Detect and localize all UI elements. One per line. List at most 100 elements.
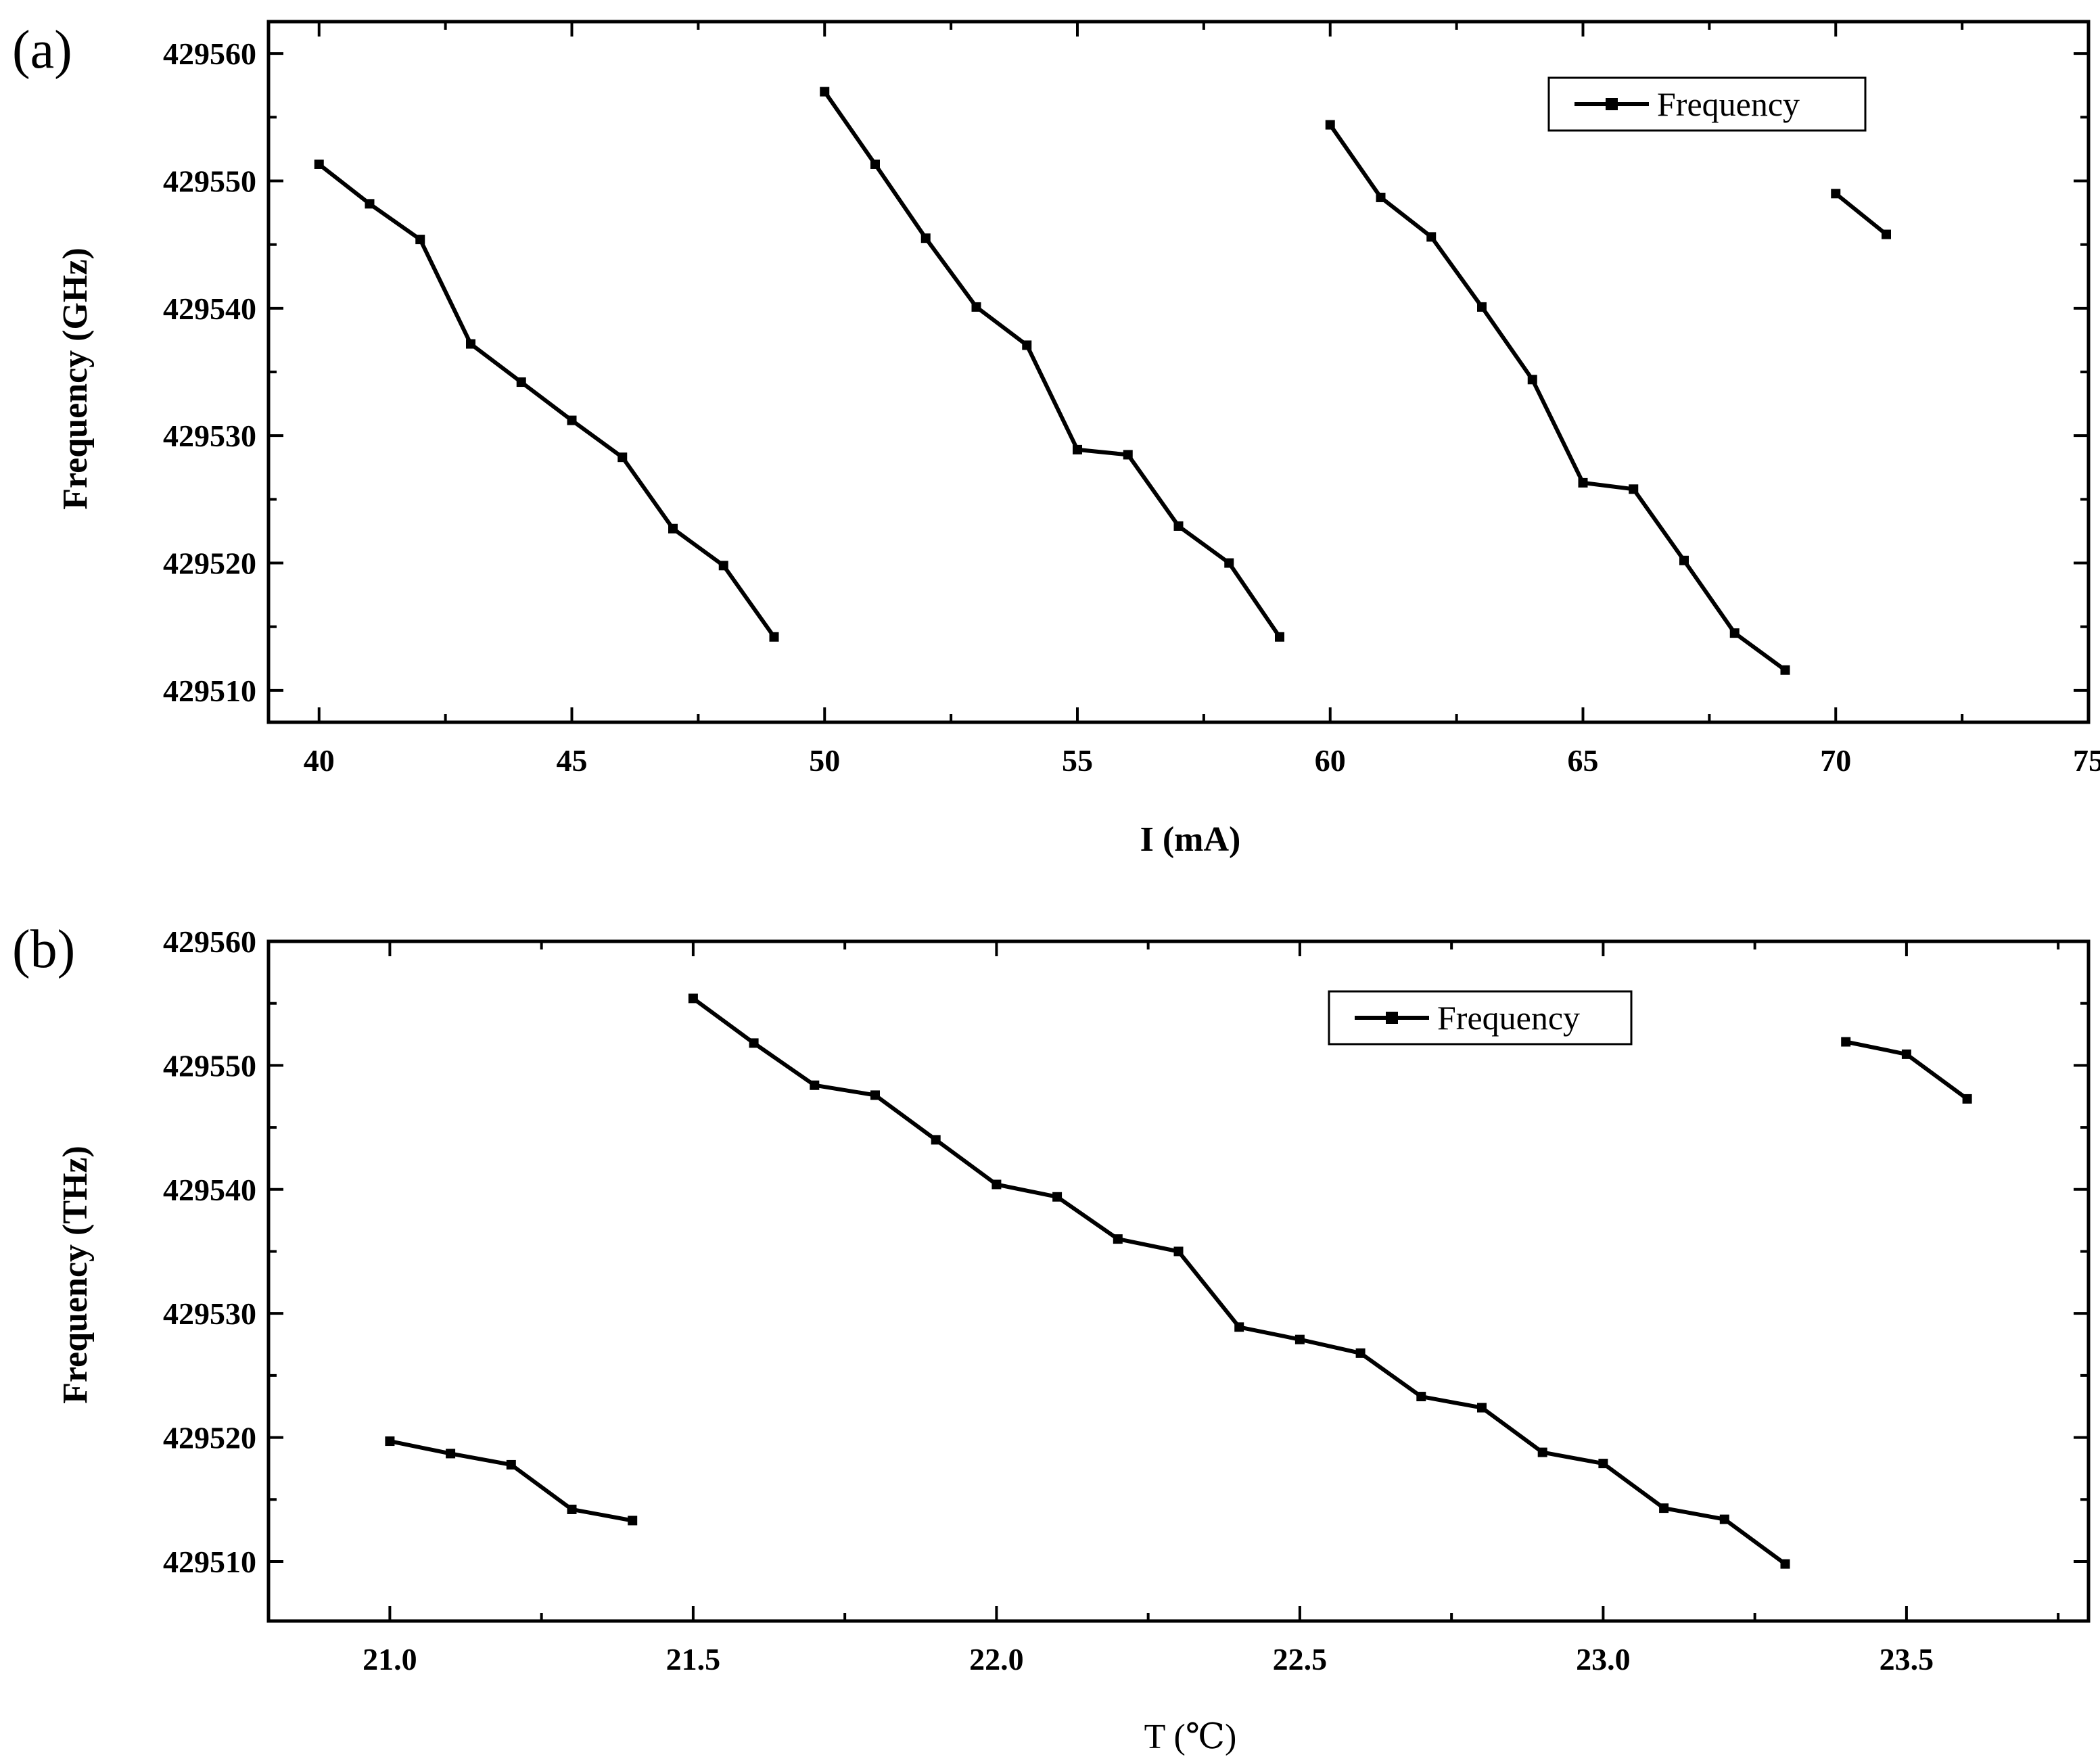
- panel-b-data-point: [991, 1179, 1002, 1190]
- panel-a-series-line: [822, 90, 1282, 638]
- panel-a-data-point: [415, 235, 425, 245]
- panel-a-data-point: [1527, 375, 1537, 385]
- panel-b-data-point: [870, 1090, 880, 1100]
- panel-a-x-tick-label: 50: [809, 743, 840, 778]
- panel-a-data-point: [769, 632, 779, 642]
- panel-b-label: (b): [12, 920, 75, 979]
- panel-b-data-point: [1052, 1192, 1063, 1202]
- panel-a-data-point: [971, 302, 981, 312]
- panel-b-y-tick-label: 429560: [163, 924, 256, 959]
- panel-a-data-point: [1578, 477, 1588, 488]
- panel-b-data-point: [1901, 1049, 1911, 1059]
- panel-b-data-point: [1841, 1037, 1851, 1047]
- panel-a-data-point: [1325, 120, 1335, 130]
- panel-a-y-tick-label: 429550: [163, 164, 256, 198]
- panel-a: (a) I (mA) Frequency (GHz) 40 45 50 55 60 65 7…: [12, 20, 2100, 859]
- panel-a-data-point: [1831, 189, 1841, 199]
- panel-b-data-point: [688, 993, 698, 1004]
- panel-b-y-tick-label: 429510: [163, 1545, 256, 1579]
- panel-a-x-tick-label: 70: [1820, 743, 1851, 778]
- panel-a-data-point: [1073, 444, 1082, 454]
- panel-b-data-point: [385, 1436, 395, 1447]
- panel-a-data-point: [1780, 665, 1790, 675]
- panel-b-data-point: [1659, 1503, 1669, 1513]
- panel-a-y-tick-label: 429540: [163, 291, 256, 326]
- panel-b-data-point: [1416, 1392, 1426, 1402]
- panel-a-x-axis-label: I (mA): [1140, 820, 1241, 859]
- panel-b-data-point: [1477, 1403, 1487, 1413]
- panel-b-legend-label: Frequency: [1437, 999, 1580, 1037]
- panel-b-data-point: [931, 1135, 941, 1145]
- panel-a-data-point: [1729, 628, 1740, 638]
- panel-a-data-point: [1376, 192, 1386, 202]
- panel-a-data-point: [1882, 229, 1891, 239]
- panel-b-data-point: [1719, 1514, 1729, 1524]
- panel-b-x-tick-label: 23.5: [1880, 1642, 1934, 1676]
- panel-a-data-point: [1679, 555, 1689, 565]
- panel-a-data-point: [870, 159, 880, 169]
- panel-a-data-point: [1629, 484, 1639, 494]
- panel-b-x-tick-label: 23.0: [1576, 1642, 1631, 1676]
- panel-b-data-point: [628, 1516, 638, 1526]
- panel-a-data-point: [668, 523, 678, 534]
- panel-b-x-tick-label: 22.0: [969, 1642, 1024, 1676]
- panel-a-legend-marker: [1606, 98, 1618, 110]
- panel-a-data-point: [1022, 340, 1032, 350]
- panel-a-data-point: [1173, 521, 1184, 531]
- panel-b-data-point: [506, 1459, 516, 1470]
- panel-b-y-axis-label: Frequency (THz): [56, 1146, 95, 1404]
- panel-b-series-line: [692, 996, 1787, 1566]
- panel-a-x-tick-label: 40: [304, 743, 335, 778]
- panel-b-data-point: [1537, 1447, 1547, 1457]
- panel-a-data-point: [466, 339, 475, 349]
- panel-a-y-tick-label: 429560: [163, 37, 256, 71]
- panel-b-x-tick-label: 22.5: [1273, 1642, 1328, 1676]
- panel-b-y-tick-label: 429520: [163, 1421, 256, 1455]
- panel-a-data-point: [718, 561, 728, 571]
- panel-b-x-tick-label: 21.0: [363, 1642, 417, 1676]
- panel-a-series-line: [1328, 123, 1787, 672]
- panel-b-y-tick-label: 429550: [163, 1048, 256, 1083]
- panel-b-x-axis-label: T (℃): [1144, 1718, 1237, 1756]
- panel-a-label: (a): [12, 20, 72, 80]
- panel-a-x-tick-label: 55: [1062, 743, 1093, 778]
- panel-b-data-point: [1294, 1334, 1305, 1344]
- panel-a-data-point: [314, 159, 324, 169]
- panel-a-data-point: [1123, 450, 1133, 460]
- panel-b-data-point: [1962, 1094, 1972, 1104]
- panel-a-data-point: [1275, 632, 1284, 642]
- panel-a-series-line: [317, 162, 776, 638]
- panel-b-data-point: [1598, 1459, 1608, 1469]
- panel-a-x-tick-label: 60: [1315, 743, 1346, 778]
- panel-a-y-tick-label: 429530: [163, 419, 256, 453]
- panel-a-data-point: [617, 452, 628, 463]
- panel-b-data-point: [1355, 1348, 1366, 1358]
- panel-b-plot-frame: [266, 939, 2091, 1623]
- panel-a-data-point: [920, 233, 931, 243]
- panel-a-y-tick-label: 429520: [163, 546, 256, 581]
- panel-a-data-point: [1426, 232, 1437, 242]
- panel-a-legend-label: Frequency: [1657, 85, 1800, 123]
- panel-a-data-point: [516, 377, 526, 388]
- panel-b-y-tick-label: 429530: [163, 1296, 256, 1331]
- panel-b-y-tick-label: 429540: [163, 1173, 256, 1207]
- panel-a-series-line: [1834, 191, 1888, 236]
- panel-a-x-tick-label: 65: [1568, 743, 1599, 778]
- panel-a-data-point: [820, 87, 830, 97]
- panel-b-data-point: [1234, 1322, 1244, 1332]
- panel-b-data-point: [810, 1080, 820, 1090]
- panel-b-series-line: [389, 1439, 633, 1523]
- panel-a-data-point: [567, 415, 577, 425]
- panel-a-y-axis-label: Frequency (GHz): [56, 248, 95, 510]
- panel-b: (b) T (℃) Frequency (THz) 21.0 21.5 22.0 22…: [12, 920, 2091, 1756]
- panel-a-y-tick-label: 429510: [163, 674, 256, 708]
- panel-b-x-tick-label: 21.5: [666, 1642, 721, 1676]
- panel-a-data-point: [365, 199, 375, 209]
- panel-b-data-point: [1113, 1234, 1123, 1244]
- panel-b-data-point: [749, 1038, 759, 1048]
- panel-b-data-point: [567, 1504, 577, 1514]
- panel-a-data-point: [1224, 558, 1234, 568]
- panel-a-x-tick-label: 75: [2073, 743, 2100, 778]
- panel-b-data-point: [1173, 1246, 1184, 1257]
